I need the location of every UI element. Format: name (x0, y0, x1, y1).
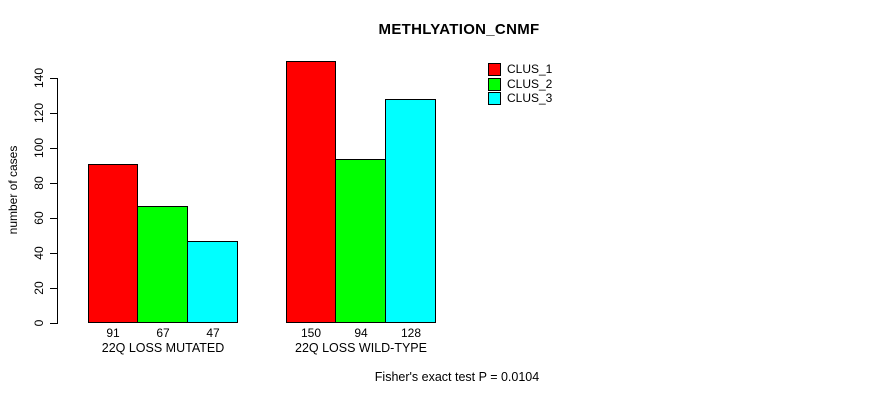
bar-clus_2-group-0 (137, 205, 188, 323)
bar-clus_1-group-1 (286, 60, 336, 323)
bar-value-label: 67 (156, 326, 170, 340)
bar-clus_2-group-1 (335, 158, 386, 323)
chart-title: METHLYATION_CNMF (378, 21, 540, 38)
bar-value-label: 47 (206, 326, 220, 340)
y-axis-tick (50, 148, 58, 149)
y-axis-title: number of cases (6, 145, 20, 235)
legend-swatch-clus_3 (488, 92, 501, 105)
legend-label: CLUS_1 (507, 62, 553, 76)
bar-clus_3-group-0 (187, 240, 238, 323)
y-axis-line (57, 78, 58, 324)
bar-value-label: 94 (354, 326, 368, 340)
y-axis-tick-label: 0 (32, 319, 46, 327)
y-axis-tick-label: 120 (32, 102, 46, 124)
y-axis-tick (50, 323, 58, 324)
footnote: Fisher's exact test P = 0.0104 (374, 370, 540, 384)
y-axis-tick (50, 218, 58, 219)
y-axis-tick-label: 80 (32, 176, 46, 190)
y-axis-tick (50, 253, 58, 254)
y-axis-tick-label: 100 (32, 137, 46, 159)
y-axis-tick (50, 78, 58, 79)
bar-value-label: 128 (400, 326, 422, 340)
y-axis-tick-label: 40 (32, 246, 46, 260)
bar-clus_3-group-1 (385, 99, 436, 323)
y-axis-tick-label: 140 (32, 67, 46, 89)
bar-value-label: 91 (106, 326, 120, 340)
legend-swatch-clus_1 (488, 63, 501, 76)
y-axis-tick (50, 113, 58, 114)
y-axis-tick (50, 288, 58, 289)
y-axis-tick-label: 60 (32, 211, 46, 225)
legend-swatch-clus_2 (488, 77, 501, 91)
y-axis-tick (50, 183, 58, 184)
bar-clus_1-group-0 (88, 163, 138, 323)
y-axis-tick-label: 20 (32, 281, 46, 295)
x-category-label: 22Q LOSS MUTATED (101, 341, 225, 355)
bar-value-label: 150 (300, 326, 322, 340)
legend-label: CLUS_2 (507, 76, 553, 91)
legend-label: CLUS_3 (507, 91, 553, 105)
x-category-label: 22Q LOSS WILD-TYPE (295, 341, 427, 355)
